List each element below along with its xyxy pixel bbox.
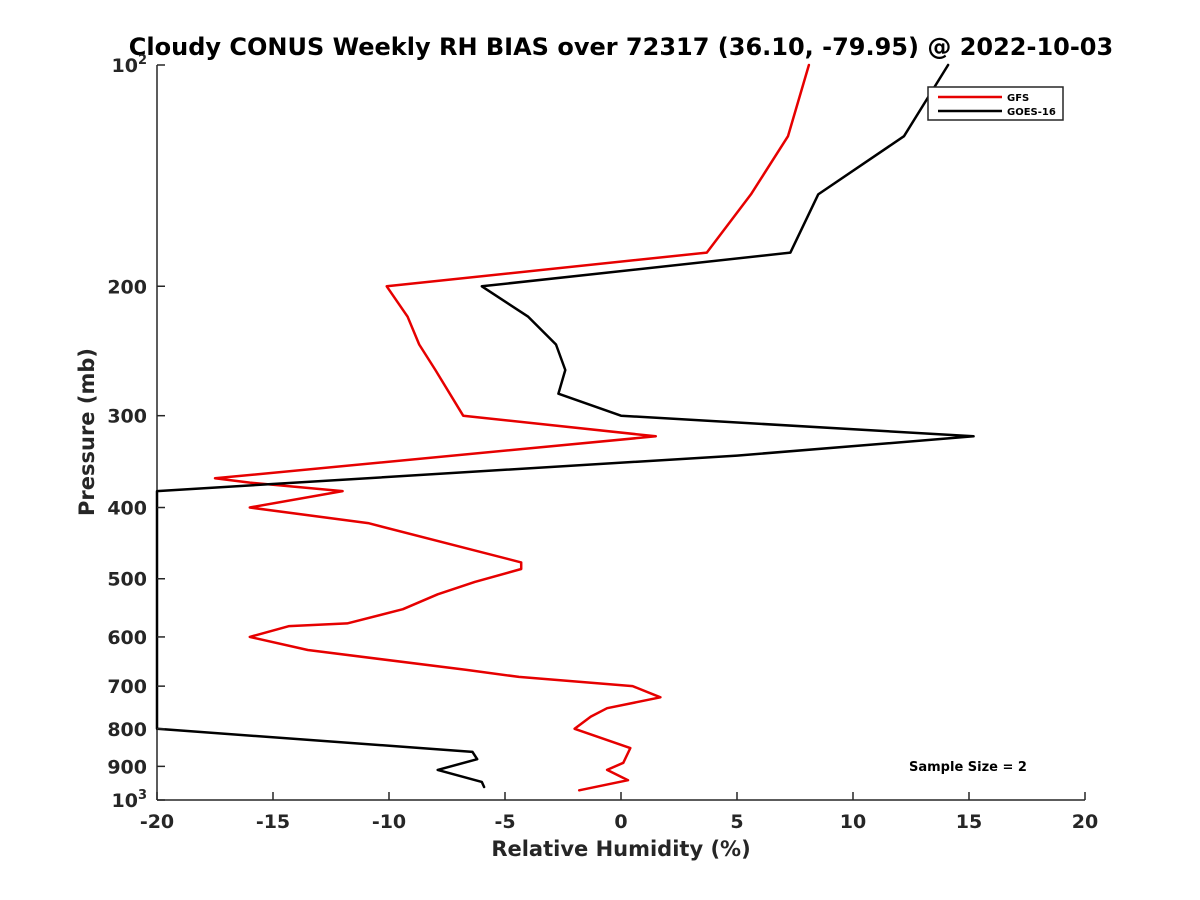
y-axis-label: Pressure (mb) [75, 348, 99, 516]
legend-label: GOES-16 [1007, 107, 1056, 118]
y-tick-label: 300 [107, 406, 147, 428]
legend-box [927, 86, 1064, 121]
x-axis-label: Relative Humidity (%) [491, 837, 750, 861]
series-layer [155, 63, 975, 792]
y-tick-label: 400 [107, 498, 147, 520]
x-tick-label: -20 [140, 811, 174, 833]
x-tick-label: 10 [840, 811, 866, 833]
x-tick-label: 0 [614, 811, 627, 833]
sample-size-note: Sample Size = 2 [909, 760, 1027, 775]
series-line-goes-16 [155, 63, 975, 789]
y-tick-label: 900 [107, 756, 147, 778]
y-tick-label: 600 [107, 627, 147, 649]
x-tick-label: -5 [494, 811, 515, 833]
y-tick-label: 102 [112, 53, 148, 77]
y-tick-label: 500 [107, 569, 147, 591]
y-tick-label: 800 [107, 719, 147, 741]
x-tick-label: 20 [1072, 811, 1098, 833]
series-line-gfs [213, 63, 811, 792]
plot-area [155, 63, 1085, 801]
y-tick-label: 700 [107, 676, 147, 698]
x-tick-label: -10 [372, 811, 406, 833]
chart-title: Cloudy CONUS Weekly RH BIAS over 72317 (… [129, 33, 1113, 61]
legend: GFS GOES-16 [927, 86, 1064, 121]
x-tick-label: -15 [256, 811, 290, 833]
y-tick-label: 103 [112, 788, 148, 812]
x-axis-ticks: -20 -15 -10 -5 0 5 10 15 20 [140, 792, 1098, 833]
y-tick-label: 200 [107, 276, 147, 298]
x-tick-label: 5 [730, 811, 743, 833]
legend-label: GFS [1007, 93, 1029, 104]
x-tick-label: 15 [956, 811, 982, 833]
y-axis-ticks: 102 200 300 400 500 600 700 800 900 103 [107, 53, 165, 812]
